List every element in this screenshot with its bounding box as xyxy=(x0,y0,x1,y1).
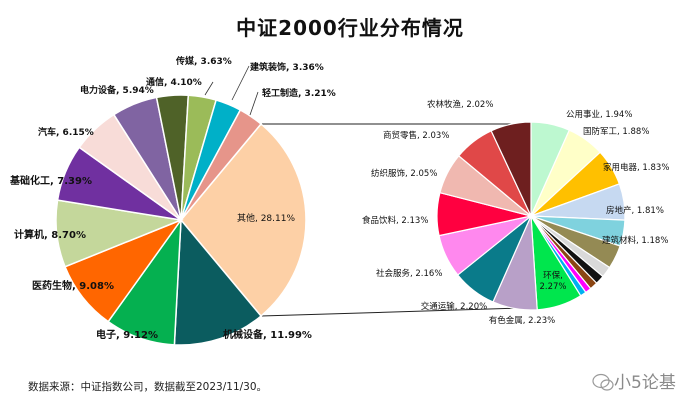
sub-slice-label-17: 商贸零售, 2.03% xyxy=(383,130,449,141)
leader-line-2 xyxy=(249,91,259,116)
sub-slice-label-13: 交通运输, 2.20% xyxy=(421,301,487,312)
main-slice-label-1: 机械设备, 11.99% xyxy=(223,328,312,341)
main-slice-label-5: 基础化工, 7.39% xyxy=(9,174,92,187)
connector-line-bottom xyxy=(260,307,524,317)
sub-pie-slice-18 xyxy=(490,121,532,217)
main-slice-label-10: 建筑装饰, 3.36% xyxy=(250,61,324,73)
sub-slice-label-14: 社会服务, 2.16% xyxy=(376,268,442,279)
sub-slice-label-18: 农林牧渔, 2.02% xyxy=(427,99,493,110)
main-slice-label-4: 计算机, 8.70% xyxy=(14,228,86,241)
main-slice-label-11: 轻工制造, 3.21% xyxy=(262,87,336,99)
main-slice-label-3: 医药生物, 9.08% xyxy=(32,279,114,292)
sub-slice-label-2: 家用电器, 1.83% xyxy=(603,162,669,173)
sub-slice-label-5: 建筑材料, 1.18% xyxy=(602,235,668,246)
main-pie-slice-0 xyxy=(180,122,307,318)
sub-slice-label-0: 公用事业, 1.94% xyxy=(566,109,632,120)
main-slice-label-8: 通信, 4.10% xyxy=(146,76,202,88)
sub-pie xyxy=(436,121,626,311)
leader-line-1 xyxy=(231,65,250,101)
chart-title: 中证2000行业分布情况 xyxy=(236,16,464,40)
wechat-icon xyxy=(592,373,614,391)
leader-line-0 xyxy=(204,81,214,96)
sub-slice-label-1: 国防军工, 1.88% xyxy=(583,126,649,137)
slice-labels: 其他, 28.11% 机械设备, 11.99% 电子, 9.12% 医药生物, 9.0… xyxy=(9,55,669,341)
data-source-note: 数据来源：中证指数公司，数据截至2023/11/30。 xyxy=(28,381,268,393)
main-pie-slice-1 xyxy=(173,218,263,346)
sub-slice-label-15: 食品饮料, 2.13% xyxy=(362,215,428,226)
main-slice-label-7: 电力设备, 5.94% xyxy=(80,84,154,96)
main-slice-label-0: 其他, 28.11% xyxy=(237,212,295,224)
sub-slice-label-11: 环保, 2.27% xyxy=(539,270,566,292)
main-pie xyxy=(55,94,307,346)
watermark-text: 小5论基 xyxy=(614,373,676,393)
sub-slice-label-12: 有色金属, 2.23% xyxy=(489,315,555,326)
main-slice-label-9: 传媒, 3.63% xyxy=(175,55,232,67)
sub-slice-label-16: 纺织服饰, 2.05% xyxy=(371,168,437,179)
main-slice-label-2: 电子, 9.12% xyxy=(96,328,158,341)
connector-lines xyxy=(260,123,524,317)
sub-slice-label-3: 房地产, 1.81% xyxy=(606,205,664,216)
main-slice-label-6: 汽车, 6.15% xyxy=(38,126,94,138)
main-pie-slice-11 xyxy=(180,108,263,221)
